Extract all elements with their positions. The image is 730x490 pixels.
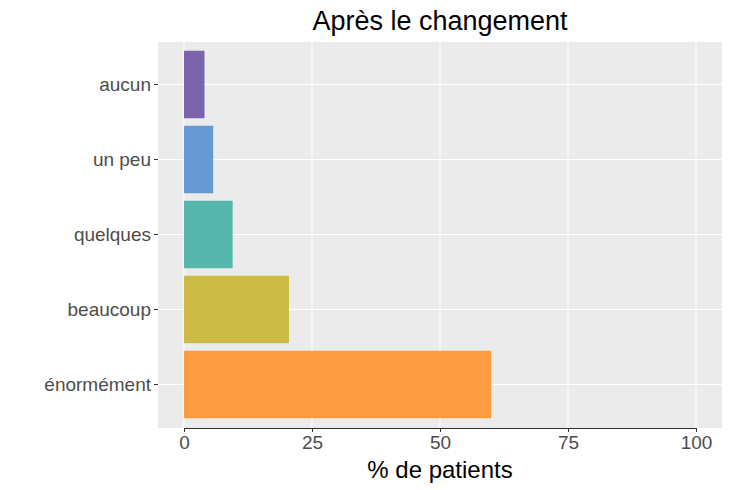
y-tick-mark xyxy=(154,309,158,310)
y-tick: beaucoup xyxy=(68,299,158,320)
y-tick-mark xyxy=(154,84,158,85)
x-tick: 50 xyxy=(430,428,451,453)
bar xyxy=(184,276,289,344)
x-tick-mark xyxy=(184,428,185,432)
y-tick-label: énormément xyxy=(44,374,151,395)
bar xyxy=(184,351,491,419)
x-tick: 25 xyxy=(302,428,323,453)
plot-background xyxy=(158,42,722,428)
y-tick-label: aucun xyxy=(99,74,151,95)
y-tick-mark xyxy=(154,159,158,160)
x-tick-mark xyxy=(568,428,569,432)
chart-svg: 0 25 50 75 100 aucun un peu quelques beaucoup éno… xyxy=(0,0,730,490)
y-tick-label: beaucoup xyxy=(68,299,151,320)
y-tick-label: quelques xyxy=(74,224,151,245)
bar xyxy=(184,126,213,194)
y-tick-mark xyxy=(154,234,158,235)
y-tick: un peu xyxy=(93,149,158,170)
x-axis-line xyxy=(185,429,697,433)
chart-title: Après le changement xyxy=(312,6,568,36)
y-tick: aucun xyxy=(99,74,158,95)
bar xyxy=(184,51,204,119)
x-tick-label: 25 xyxy=(302,432,323,453)
y-axis: aucun un peu quelques beaucoup énormément xyxy=(44,74,158,395)
x-tick-label: 0 xyxy=(179,432,190,453)
category-grid-line xyxy=(158,84,722,85)
category-grid-line xyxy=(158,159,722,160)
category-grid-line xyxy=(158,234,722,235)
y-tick: énormément xyxy=(44,374,158,395)
x-tick: 100 xyxy=(681,428,713,453)
x-axis: 0 25 50 75 100 xyxy=(179,428,712,453)
x-tick: 75 xyxy=(558,428,579,453)
x-tick-label: 100 xyxy=(681,432,713,453)
x-tick-mark xyxy=(312,428,313,432)
y-tick-label: un peu xyxy=(93,149,151,170)
x-tick-mark xyxy=(440,428,441,432)
x-tick-label: 50 xyxy=(430,432,451,453)
chart-container: 0 25 50 75 100 aucun un peu quelques beaucoup éno… xyxy=(0,0,730,490)
x-tick-mark xyxy=(696,428,697,432)
y-tick-mark xyxy=(154,384,158,385)
bar xyxy=(184,201,233,269)
bars xyxy=(184,51,491,419)
x-tick-label: 75 xyxy=(558,432,579,453)
grid xyxy=(158,42,722,428)
y-tick: quelques xyxy=(74,224,158,245)
x-tick: 0 xyxy=(179,428,190,453)
x-axis-title: % de patients xyxy=(367,456,512,483)
